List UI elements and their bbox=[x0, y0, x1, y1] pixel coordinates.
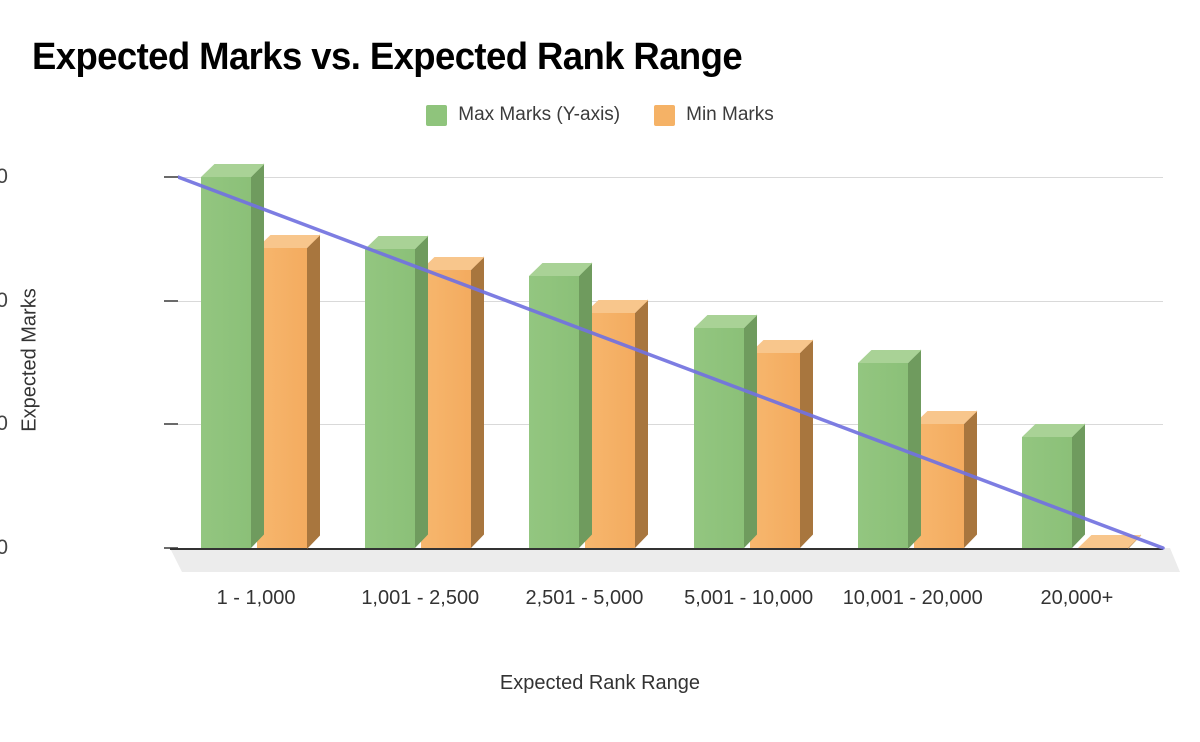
bar-side-face bbox=[799, 339, 813, 548]
bar-top-face bbox=[1077, 534, 1142, 548]
bar-front-face bbox=[749, 352, 800, 548]
y-axis-tick-label: 100 bbox=[0, 412, 8, 436]
legend-swatch-green bbox=[426, 104, 448, 126]
bar-side-face bbox=[1071, 423, 1085, 548]
bar-max-marks[interactable] bbox=[365, 235, 429, 549]
plot-area bbox=[164, 163, 1163, 550]
x-axis-tick-label: 1 - 1,000 bbox=[216, 587, 296, 609]
gridline bbox=[178, 424, 1163, 426]
gridline bbox=[178, 300, 1163, 302]
x-axis-line bbox=[170, 548, 1163, 550]
bar-side-face bbox=[251, 163, 265, 549]
bar-min-marks[interactable] bbox=[1077, 534, 1142, 548]
x-axis-tick-label: 10,001 - 20,000 bbox=[842, 587, 983, 609]
chart-title: Expected Marks vs. Expected Rank Range bbox=[32, 36, 743, 78]
bar-side-face bbox=[743, 314, 757, 548]
bar-front-face bbox=[693, 327, 744, 548]
legend-label-max-marks: Max Marks (Y-axis) bbox=[458, 104, 621, 125]
x-axis-tick-label: 2,501 - 5,000 bbox=[525, 587, 644, 609]
chart-legend: Max Marks (Y-axis) Min Marks bbox=[0, 104, 1200, 126]
bar-max-marks[interactable] bbox=[1021, 423, 1086, 548]
gridline bbox=[178, 177, 1163, 178]
bar-front-face bbox=[257, 247, 308, 548]
bar-max-marks[interactable] bbox=[693, 314, 758, 548]
y-axis-tick-label: 0 bbox=[0, 536, 8, 559]
bar-min-marks[interactable] bbox=[257, 234, 321, 549]
bar-min-marks[interactable] bbox=[585, 299, 649, 548]
bar-front-face bbox=[913, 424, 964, 548]
x-axis-title: Expected Rank Range bbox=[499, 672, 701, 694]
y-axis-title: Expected Marks bbox=[18, 288, 41, 432]
bar-front-face bbox=[1021, 436, 1072, 548]
x-axis-tick-label: 1,001 - 2,500 bbox=[361, 587, 480, 609]
bar-front-face bbox=[201, 177, 252, 548]
bar-side-face bbox=[415, 235, 429, 549]
legend-item-min-marks[interactable]: Min Marks bbox=[654, 104, 774, 126]
bar-side-face bbox=[307, 234, 321, 549]
chart-floor-plane bbox=[170, 548, 1180, 572]
x-axis-tick-label: 5,001 - 10,000 bbox=[684, 587, 814, 609]
bar-front-face bbox=[585, 313, 636, 548]
bar-min-marks[interactable] bbox=[421, 256, 485, 548]
bar-side-face bbox=[963, 410, 977, 548]
bar-front-face bbox=[421, 269, 472, 548]
bar-side-face bbox=[579, 262, 593, 548]
legend-label-min-marks: Min Marks bbox=[686, 104, 774, 125]
y-tick-mark bbox=[164, 423, 178, 426]
y-axis-tick-label: 300 bbox=[0, 165, 8, 188]
bar-max-marks[interactable] bbox=[857, 349, 922, 548]
y-tick-mark bbox=[164, 299, 178, 302]
y-axis-tick-label: 200 bbox=[0, 288, 8, 312]
y-tick-mark bbox=[164, 176, 178, 178]
bar-front-face bbox=[529, 275, 580, 548]
bar-side-face bbox=[907, 349, 921, 548]
legend-item-max-marks[interactable]: Max Marks (Y-axis) bbox=[426, 104, 620, 126]
x-axis-tick-label: 20,000+ bbox=[1040, 587, 1114, 609]
bar-side-face bbox=[471, 256, 485, 548]
legend-swatch-orange bbox=[654, 104, 676, 126]
bar-front-face bbox=[857, 362, 908, 548]
bar-min-marks[interactable] bbox=[749, 339, 814, 548]
bar-front-face bbox=[365, 248, 416, 548]
bar-side-face bbox=[635, 299, 649, 548]
bar-min-marks[interactable] bbox=[913, 410, 978, 548]
bar-max-marks[interactable] bbox=[529, 262, 593, 548]
bar-max-marks[interactable] bbox=[201, 163, 265, 549]
